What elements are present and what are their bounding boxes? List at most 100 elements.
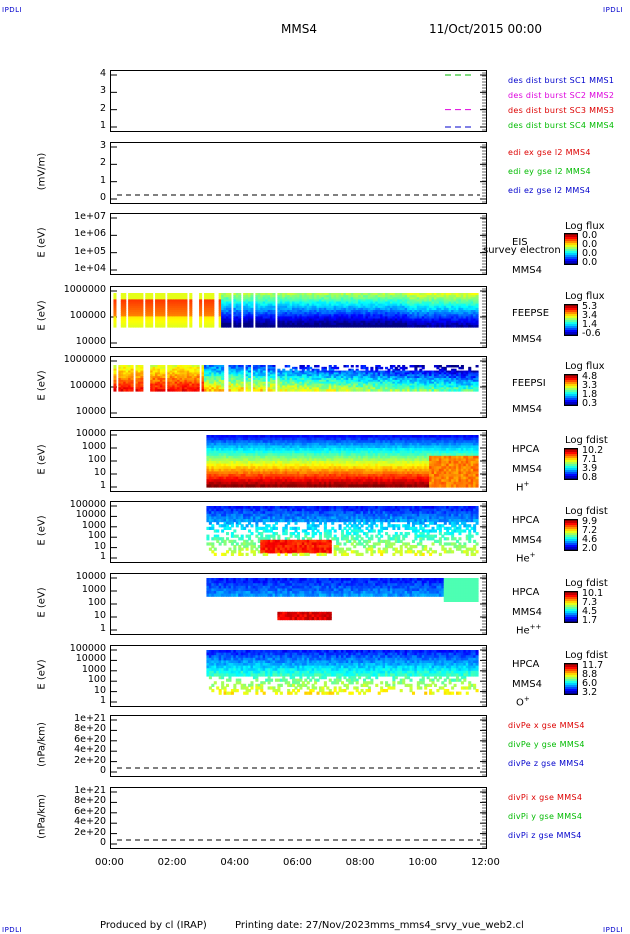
- spectrogram-cell: [260, 376, 264, 379]
- spectrogram-cell: [167, 387, 171, 390]
- spectrogram-cell: [375, 383, 379, 387]
- spectrogram-cell: [475, 307, 479, 311]
- spectrogram-cell: [201, 385, 205, 388]
- spectrogram-cell: [211, 435, 215, 439]
- spectrogram-cell: [289, 378, 293, 381]
- spectrogram-cell: [358, 318, 362, 322]
- spectrogram-cell: [120, 316, 124, 320]
- spectrogram-cell: [252, 445, 256, 449]
- spectrogram-cell: [243, 316, 247, 320]
- spectrogram-cell: [387, 376, 391, 379]
- spectrogram-cell: [292, 295, 296, 298]
- spectrogram-cell: [402, 307, 406, 311]
- colorbar-swatch: [564, 318, 578, 321]
- spectrogram-cell: [137, 314, 141, 317]
- spectrogram-cell: [448, 370, 452, 374]
- spectrogram-cell: [473, 324, 477, 328]
- spectrogram-cell: [257, 479, 261, 483]
- spectrogram-cell: [382, 374, 386, 377]
- spectrogram-cell: [382, 387, 386, 390]
- spectrogram-cell: [443, 293, 447, 296]
- spectrogram-cell: [419, 295, 423, 298]
- spectrogram-cell: [299, 463, 303, 467]
- spectrogram-cell: [350, 318, 354, 322]
- spectrogram-cell: [392, 379, 396, 383]
- spectrogram-cell: [443, 389, 447, 392]
- spectrogram-cell: [196, 385, 200, 388]
- colorbar-value: 3.3: [582, 380, 598, 391]
- spectrogram-cell: [314, 303, 318, 307]
- spectrogram-cell: [135, 324, 139, 328]
- spectrogram-cell: [159, 387, 163, 390]
- colorbar-value: 0.0: [582, 257, 598, 268]
- spectrogram-cell: [306, 387, 310, 390]
- spectrogram-cell: [167, 366, 171, 370]
- spectrogram-cell: [389, 314, 393, 317]
- spectrogram-cell: [120, 314, 124, 317]
- spectrogram-cell: [367, 312, 371, 315]
- spectrogram-cell: [252, 450, 256, 454]
- spectrogram-cell: [355, 295, 359, 298]
- spectrogram-cell: [465, 372, 469, 375]
- spectrogram-cell: [130, 299, 134, 303]
- spectrogram-cell: [345, 374, 349, 377]
- spectrogram-cell: [436, 381, 440, 385]
- spectrogram-cell: [248, 307, 252, 311]
- spectrogram-cell: [402, 316, 406, 320]
- spectrogram-cell: [213, 466, 217, 470]
- spectrogram-cell: [421, 322, 425, 326]
- spectrogram-cell: [443, 303, 447, 307]
- spectrogram-cell: [137, 379, 141, 383]
- spectrogram-cell: [130, 372, 134, 375]
- spectrogram-cell: [382, 376, 386, 379]
- spectrogram-cell: [177, 324, 181, 328]
- spectrogram-cell: [314, 368, 318, 372]
- spectrogram-cell: [475, 374, 479, 377]
- spectrogram-cell: [225, 481, 230, 485]
- spectrogram-cell: [282, 479, 286, 483]
- spectrogram-cell: [245, 458, 249, 462]
- spectrogram-cell: [238, 437, 242, 441]
- spectrogram-cell: [328, 376, 332, 379]
- spectrogram-cell: [431, 381, 435, 385]
- spectrogram-cell: [465, 324, 469, 328]
- spectrogram-cell: [343, 295, 347, 298]
- spectrogram-cell: [218, 307, 222, 311]
- spectrogram-cell: [272, 374, 276, 377]
- spectrogram-cell: [309, 305, 313, 309]
- spectrogram-cell: [267, 461, 271, 465]
- spectrogram-cell: [475, 314, 479, 317]
- spectrogram-cell: [350, 320, 354, 324]
- spectrogram-cell: [203, 376, 208, 379]
- colorbar-frame: [564, 233, 578, 265]
- spectrogram-cell: [421, 301, 425, 305]
- spectrogram-cell: [203, 366, 208, 370]
- spectrogram-cell: [240, 385, 244, 388]
- spectrogram-cell: [370, 387, 374, 390]
- spectrogram-cell: [169, 366, 173, 370]
- spectrogram-cell: [394, 320, 398, 324]
- spectrogram-cell: [446, 320, 450, 324]
- spectrogram-cell: [238, 387, 242, 390]
- spectrogram-cell: [257, 476, 261, 480]
- spectrogram-cell: [363, 318, 367, 322]
- spectrogram-cell: [277, 435, 281, 439]
- spectrogram-cell: [250, 310, 254, 313]
- spectrogram-cell: [446, 379, 450, 383]
- spectrogram-cell: [211, 305, 215, 309]
- spectrogram-cell: [145, 312, 149, 315]
- spectrogram-cell: [358, 389, 362, 392]
- spectrogram-cell: [169, 370, 173, 374]
- spectrogram-cell: [238, 448, 242, 452]
- spectrogram-cell: [363, 312, 367, 315]
- spectrogram-cell: [321, 314, 325, 317]
- spectrogram-cell: [345, 383, 349, 387]
- spectrogram-cell: [407, 297, 411, 300]
- spectrogram-cell: [470, 307, 474, 311]
- spectrogram-cell: [233, 293, 237, 296]
- spectrogram-cell: [289, 316, 293, 320]
- spectrogram-cell: [331, 314, 335, 317]
- spectrogram-cell: [399, 374, 403, 377]
- spectrogram-cell: [336, 374, 340, 377]
- spectrogram-cell: [257, 481, 261, 485]
